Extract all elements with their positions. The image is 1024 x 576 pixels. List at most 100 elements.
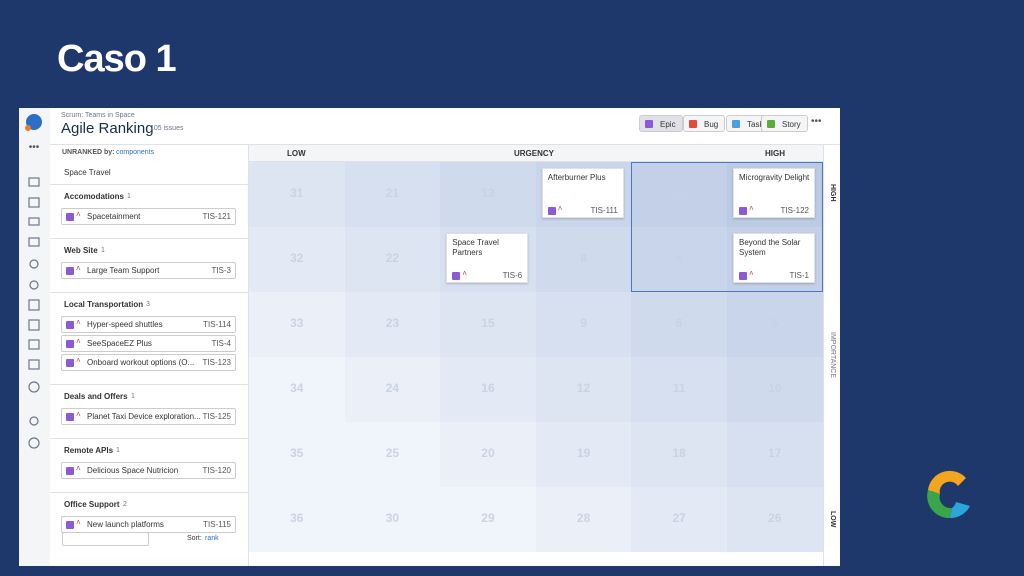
grid-cell[interactable]: 31 bbox=[249, 162, 345, 227]
group-divider bbox=[50, 238, 248, 239]
grid-cell[interactable]: 9 bbox=[535, 292, 632, 357]
section-header[interactable]: Space Travel bbox=[64, 168, 111, 177]
grid-cell[interactable]: 17 bbox=[727, 422, 823, 487]
issue-card[interactable]: Beyond the Solar System ˄ TIS-1 bbox=[733, 233, 815, 283]
group-name[interactable]: Deals and Offers bbox=[64, 392, 128, 401]
group-name[interactable]: Office Support bbox=[64, 500, 120, 509]
grid-cell[interactable]: 10 bbox=[727, 357, 823, 422]
grid-cell[interactable]: 36 bbox=[249, 487, 345, 552]
type-icon bbox=[739, 207, 747, 215]
group-by-select[interactable]: components bbox=[116, 149, 155, 156]
issue-item[interactable]: ˄ Delicious Space Nutricion TIS-120 bbox=[61, 462, 236, 479]
issue-item[interactable]: ˄ Hyper-speed shuttles TIS-114 bbox=[61, 316, 236, 333]
issue-key: TIS-4 bbox=[211, 339, 231, 348]
group-count: 2 bbox=[123, 501, 127, 508]
grid-cell[interactable]: 13 bbox=[440, 162, 536, 227]
grid-cell[interactable]: Space Travel Partners ˄ TIS-6 bbox=[440, 227, 536, 292]
filter-button[interactable]: Epic bbox=[639, 115, 683, 132]
filter-icon bbox=[645, 120, 653, 128]
type-icon bbox=[452, 272, 461, 280]
top-rule bbox=[50, 144, 840, 145]
grid-cell[interactable]: 26 bbox=[727, 487, 823, 552]
sort-label: Sort: bbox=[187, 535, 202, 542]
grid-cell[interactable]: Microgravity Delight ˄ TIS-122 bbox=[727, 162, 823, 227]
issue-key: TIS-123 bbox=[202, 358, 231, 367]
cell-rank: 22 bbox=[385, 251, 400, 265]
issue-item[interactable]: ˄ Onboard workout options (O... TIS-123 bbox=[61, 354, 236, 371]
priority-icon: ˄ bbox=[749, 204, 754, 213]
grid-cell[interactable]: 19 bbox=[535, 422, 632, 487]
issue-item[interactable]: ˄ Large Team Support TIS-3 bbox=[61, 262, 236, 279]
y-axis-high: HIGH bbox=[829, 184, 836, 202]
issue-item[interactable]: ˄ New launch platforms TIS-115 bbox=[61, 516, 236, 533]
filter-button[interactable]: Story bbox=[761, 115, 808, 132]
x-axis-high: HIGH bbox=[765, 149, 785, 158]
grid-cell[interactable]: 16 bbox=[440, 357, 536, 422]
issue-title: Onboard workout options (O... bbox=[87, 358, 195, 367]
group-name[interactable]: Web Site bbox=[64, 246, 98, 255]
grid-cell[interactable]: 23 bbox=[344, 292, 441, 357]
type-icon bbox=[66, 213, 74, 221]
group-divider bbox=[50, 292, 248, 293]
grid-cell[interactable]: 27 bbox=[631, 487, 727, 552]
grid-cell[interactable]: Beyond the Solar System ˄ TIS-1 bbox=[727, 227, 823, 292]
grid-cell[interactable]: 34 bbox=[249, 357, 345, 422]
priority-icon: ˄ bbox=[76, 410, 81, 419]
grid-cell[interactable]: 35 bbox=[249, 422, 345, 487]
issue-item[interactable]: ˄ Spacetainment TIS-121 bbox=[61, 208, 236, 225]
issue-title: Planet Taxi Device exploration... bbox=[87, 412, 201, 421]
grid-cell[interactable]: 32 bbox=[249, 227, 345, 292]
breadcrumb[interactable]: Scrum: Teams in Space bbox=[61, 112, 135, 119]
menu-button[interactable]: ••• bbox=[811, 116, 822, 127]
grid-cell[interactable]: 24 bbox=[344, 357, 441, 422]
grid-cell[interactable]: 6 bbox=[631, 292, 727, 357]
cell-rank: 3 bbox=[675, 186, 683, 200]
app-window: ••• Scrum: Teams in Space Agile Ranking … bbox=[19, 108, 840, 566]
search-box[interactable] bbox=[62, 532, 149, 546]
grid-cell[interactable]: 28 bbox=[535, 487, 632, 552]
grid-cell[interactable]: 33 bbox=[249, 292, 345, 357]
cell-rank: 9 bbox=[580, 316, 587, 330]
grid-cell[interactable]: 29 bbox=[440, 487, 536, 552]
group-name[interactable]: Local Transportation bbox=[64, 300, 144, 309]
issue-item[interactable]: ˄ Planet Taxi Device exploration... TIS-12… bbox=[61, 408, 236, 425]
issue-card[interactable]: Afterburner Plus ˄ TIS-111 bbox=[541, 168, 624, 218]
x-axis-low: LOW bbox=[287, 149, 306, 158]
grid-cell[interactable]: 4 bbox=[631, 227, 727, 292]
issue-title: Large Team Support bbox=[87, 266, 160, 275]
priority-icon: ˄ bbox=[76, 337, 81, 346]
filter-button[interactable]: Bug bbox=[683, 115, 726, 132]
grid-cell[interactable]: 30 bbox=[344, 487, 441, 552]
x-axis-label: URGENCY bbox=[514, 149, 555, 158]
group-count: 1 bbox=[127, 193, 131, 200]
grid-cell[interactable]: 18 bbox=[631, 422, 727, 487]
cell-rank: 15 bbox=[481, 316, 495, 330]
priority-icon: ˄ bbox=[462, 269, 467, 278]
cell-rank: 12 bbox=[576, 381, 591, 395]
grid-cell[interactable]: 8 bbox=[535, 227, 632, 292]
grid-cell[interactable]: 21 bbox=[344, 162, 441, 227]
issue-card[interactable]: Space Travel Partners ˄ TIS-6 bbox=[446, 233, 529, 283]
cell-rank: 20 bbox=[481, 446, 495, 460]
grid-cell[interactable]: 15 bbox=[440, 292, 536, 357]
issue-item[interactable]: ˄ SeeSpaceEZ Plus TIS-4 bbox=[61, 335, 236, 352]
grid-cell[interactable]: Afterburner Plus ˄ TIS-111 bbox=[535, 162, 632, 227]
y-axis-label: IMPORTANCE bbox=[829, 332, 836, 379]
card-key: TIS-122 bbox=[780, 206, 809, 215]
board-header bbox=[249, 145, 823, 162]
grid-cell[interactable]: 20 bbox=[440, 422, 536, 487]
grid-cell[interactable]: 12 bbox=[535, 357, 632, 422]
issue-title: SeeSpaceEZ Plus bbox=[87, 339, 152, 348]
grid-cell[interactable]: 25 bbox=[344, 422, 441, 487]
grid-cell[interactable]: 11 bbox=[631, 357, 727, 422]
issue-card[interactable]: Microgravity Delight ˄ TIS-122 bbox=[733, 168, 815, 218]
card-title: Space Travel Partners bbox=[452, 238, 499, 257]
grid-cell[interactable]: 5 bbox=[727, 292, 823, 357]
sort-value[interactable]: rank bbox=[205, 535, 219, 542]
group-name[interactable]: Remote APIs bbox=[64, 446, 114, 455]
group-name[interactable]: Accomodations bbox=[64, 192, 125, 201]
grid-cell[interactable]: 22 bbox=[344, 227, 441, 292]
nav-bar: ••• bbox=[19, 108, 50, 566]
grid-cell[interactable]: 3 bbox=[631, 162, 727, 227]
